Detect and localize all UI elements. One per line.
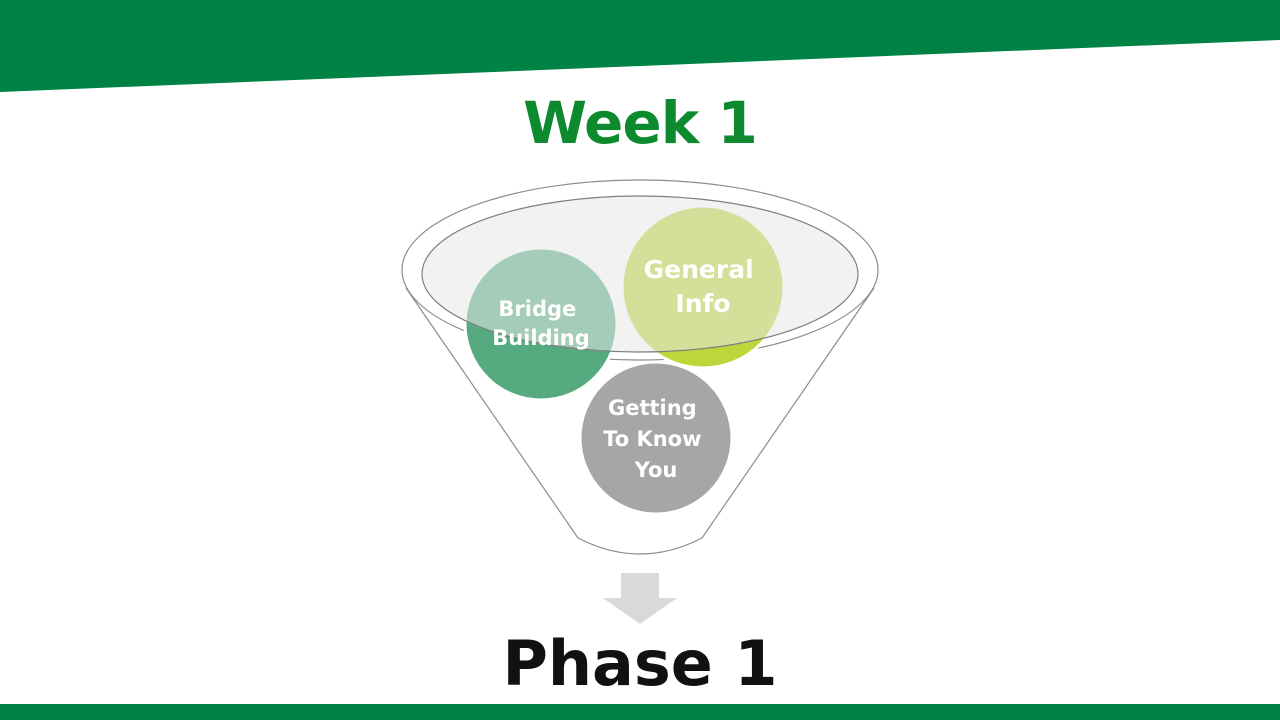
top-banner	[0, 0, 1280, 92]
bottom-bar	[0, 704, 1280, 720]
funnel-body	[405, 287, 875, 555]
funnel-item-getting-to-know-you	[578, 360, 734, 516]
phase-title: Phase 1	[502, 627, 778, 700]
general-info-label-line-1: General	[644, 255, 754, 284]
getting-to-know-you-label-line-3: You	[634, 458, 678, 482]
funnel-inner-opening	[421, 195, 859, 353]
getting-to-know-you-label-line-1: Getting	[608, 396, 697, 420]
bridge-building-label-line-2: Building	[492, 326, 590, 350]
general-info-label-line-2: Info	[675, 289, 730, 318]
slide-title: Week 1	[523, 89, 758, 157]
getting-to-know-you-label: Getting To Know You	[603, 396, 709, 482]
bridge-building-label-line-1: Bridge	[498, 297, 576, 321]
funnel-outer-rim	[401, 179, 879, 361]
general-info-label: General Info	[644, 255, 763, 318]
arrow-down-icon	[603, 573, 677, 624]
getting-to-know-you-label-line-2: To Know	[603, 427, 701, 451]
bridge-building-label: Bridge Building	[492, 297, 590, 350]
